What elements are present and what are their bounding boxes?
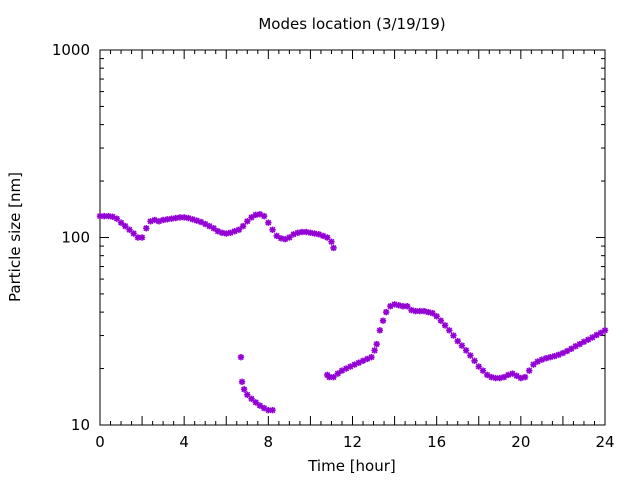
data-point bbox=[454, 337, 461, 345]
data-point bbox=[425, 308, 432, 316]
data-point bbox=[122, 222, 129, 230]
y-tick-label: 1000 bbox=[52, 41, 90, 59]
data-point bbox=[164, 216, 171, 223]
data-point bbox=[368, 353, 375, 361]
data-point bbox=[458, 342, 466, 349]
data-point bbox=[526, 367, 533, 374]
data-point bbox=[252, 399, 259, 406]
x-tick-label: 8 bbox=[264, 433, 274, 451]
data-point bbox=[328, 238, 335, 245]
data-point bbox=[237, 353, 245, 361]
data-point bbox=[265, 219, 272, 226]
data-point bbox=[130, 230, 137, 237]
ticks-layer bbox=[99, 49, 606, 426]
data-point bbox=[197, 218, 205, 226]
data-point bbox=[244, 391, 251, 398]
data-point bbox=[446, 327, 453, 334]
data-point bbox=[450, 332, 457, 339]
data-point bbox=[404, 303, 411, 310]
x-tick-label: 0 bbox=[95, 433, 105, 451]
data-point bbox=[143, 225, 150, 232]
data-point bbox=[330, 373, 337, 381]
data-point bbox=[238, 378, 246, 385]
x-tick-label: 20 bbox=[511, 433, 530, 451]
data-point bbox=[256, 402, 264, 409]
data-point bbox=[138, 234, 146, 241]
data-point bbox=[269, 406, 276, 414]
data-point bbox=[530, 361, 537, 368]
data-point bbox=[330, 244, 337, 252]
data-point bbox=[334, 370, 341, 377]
data-point bbox=[382, 308, 390, 316]
data-point bbox=[568, 345, 575, 352]
tick-labels-layer: 0 4 8 12 16 20 24 10 100 1000 bbox=[52, 41, 615, 451]
data-point bbox=[210, 225, 217, 232]
data-point bbox=[252, 211, 259, 219]
x-axis-label: Time [hour] bbox=[307, 457, 396, 475]
data-point bbox=[117, 219, 125, 226]
data-point bbox=[155, 218, 163, 225]
y-axis-label: Particle size [nm] bbox=[6, 172, 24, 302]
data-point bbox=[462, 347, 470, 354]
data-point bbox=[269, 226, 276, 233]
data-point bbox=[373, 340, 380, 348]
data-point bbox=[376, 327, 384, 334]
data-point bbox=[441, 322, 449, 329]
data-point bbox=[479, 367, 487, 374]
data-point bbox=[471, 357, 478, 364]
data-point bbox=[475, 363, 482, 370]
data-point bbox=[433, 313, 440, 320]
data-point bbox=[593, 331, 600, 339]
data-point bbox=[113, 215, 121, 222]
data-point bbox=[239, 222, 247, 230]
data-point bbox=[371, 347, 378, 354]
data-point bbox=[589, 334, 596, 341]
y-tick-label: 10 bbox=[71, 416, 90, 434]
data-point bbox=[172, 214, 179, 222]
data-point bbox=[437, 317, 445, 324]
data-point bbox=[244, 218, 251, 225]
x-tick-label: 24 bbox=[595, 433, 614, 451]
data-point bbox=[248, 214, 255, 221]
y-tick-label: 100 bbox=[61, 229, 90, 247]
data-point bbox=[601, 327, 609, 334]
data-point bbox=[379, 317, 387, 324]
data-point bbox=[467, 352, 474, 359]
data-point bbox=[277, 235, 285, 242]
data-point bbox=[223, 230, 230, 237]
data-point bbox=[294, 229, 301, 236]
data-point bbox=[521, 373, 529, 381]
data-point bbox=[324, 234, 331, 241]
x-tick-label: 12 bbox=[343, 433, 362, 451]
data-point bbox=[168, 215, 175, 222]
chart-title: Modes location (3/19/19) bbox=[258, 15, 445, 33]
data-point bbox=[240, 386, 248, 393]
data-point bbox=[260, 212, 268, 220]
x-tick-label: 16 bbox=[427, 433, 446, 451]
data-point bbox=[496, 374, 503, 382]
points-layer bbox=[96, 211, 609, 414]
x-tick-label: 4 bbox=[179, 433, 189, 451]
